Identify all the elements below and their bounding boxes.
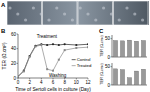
y-tick [111, 85, 113, 86]
annotation: Treatment [37, 34, 58, 39]
y-axis-label: TER (Ω.cm²) [2, 42, 7, 69]
legend-swatch [72, 65, 76, 66]
panel-label: A [1, 2, 6, 8]
y-tick [111, 57, 113, 58]
cell [55, 6, 58, 9]
cell [141, 18, 144, 21]
bar [141, 41, 145, 58]
y-tick [17, 34, 19, 35]
cell [47, 18, 50, 21]
marker [29, 56, 31, 58]
x-tick-label: 4 [40, 80, 43, 85]
marker [64, 49, 66, 51]
bar [120, 70, 124, 85]
legend-label: Treated [77, 63, 92, 68]
marker [75, 47, 77, 49]
marker [64, 43, 66, 45]
figure: A B C 0 20 40 60 0 2 4 6 8 10 12 Time of Sertoli cells… [0, 0, 150, 92]
y-tick [111, 38, 113, 39]
y-axis [112, 35, 113, 57]
x-tick-label: 8 [63, 80, 66, 85]
x-tick-label: 0 [17, 80, 20, 85]
cell [16, 12, 19, 15]
y-axis [112, 63, 113, 85]
micrograph-panel [114, 1, 149, 25]
bar [127, 40, 131, 57]
cell [118, 18, 121, 21]
marker [52, 70, 54, 72]
marker [35, 45, 37, 47]
annotation: Washing [49, 73, 67, 78]
cell [40, 12, 43, 15]
y-axis [18, 34, 19, 78]
cell [79, 6, 82, 9]
bar [134, 71, 138, 85]
cell [133, 12, 136, 15]
marker [18, 75, 19, 77]
marker [58, 44, 60, 46]
cell [110, 12, 113, 15]
marker [87, 46, 88, 48]
cell [94, 18, 97, 21]
y-tick-label: 0 [107, 83, 110, 88]
micrograph [7, 1, 149, 25]
y-tick [17, 48, 19, 49]
marker [46, 68, 48, 70]
y-tick-label: 20 [11, 61, 17, 66]
y-axis-label: TER (Ω.cm²) [100, 35, 104, 57]
bar [127, 78, 131, 85]
bar [141, 69, 145, 85]
cell [102, 6, 105, 9]
bar [113, 69, 117, 85]
y-axis-label: TER (Ω.cm²) [100, 63, 104, 85]
micrograph-panel [43, 1, 78, 25]
cell [71, 18, 74, 21]
bar [134, 41, 138, 57]
cell [8, 6, 11, 9]
marker [87, 43, 88, 45]
marker [58, 59, 60, 61]
y-tick [111, 66, 113, 67]
marker [34, 45, 36, 47]
y-tick-label: 50 [105, 64, 111, 69]
x-tick-label: 10 [74, 80, 80, 85]
cell [125, 6, 128, 9]
marker [75, 44, 77, 46]
cell [24, 18, 27, 21]
cell [32, 6, 35, 9]
cell [86, 12, 89, 15]
plot-area [113, 40, 145, 57]
legend-swatch [72, 59, 76, 60]
x-tick-label: 6 [52, 80, 55, 85]
bar [113, 41, 117, 58]
marker [18, 76, 19, 78]
marker [46, 44, 48, 46]
marker [40, 44, 42, 46]
x-tick-label: 12 [85, 80, 91, 85]
y-tick [17, 63, 19, 64]
y-tick-label: 60 [11, 32, 17, 37]
micrograph-panel [7, 1, 42, 25]
plot-area [113, 69, 145, 85]
y-tick-label: 40 [11, 46, 17, 51]
y-tick-label: 50 [105, 36, 111, 41]
marker [40, 43, 42, 45]
legend-label: Control [77, 57, 91, 62]
x-axis-label: Time of Sertoli cells in culture (Day) [15, 87, 91, 92]
micrograph-panel [78, 1, 113, 25]
marker [23, 70, 25, 72]
marker [52, 43, 54, 45]
bar [120, 41, 124, 57]
panel-label: B [1, 28, 6, 34]
panel-label: C [99, 28, 104, 34]
x-tick-label: 2 [28, 80, 31, 85]
cell [63, 12, 66, 15]
y-tick [17, 78, 19, 79]
y-tick-label: 0 [107, 55, 110, 60]
